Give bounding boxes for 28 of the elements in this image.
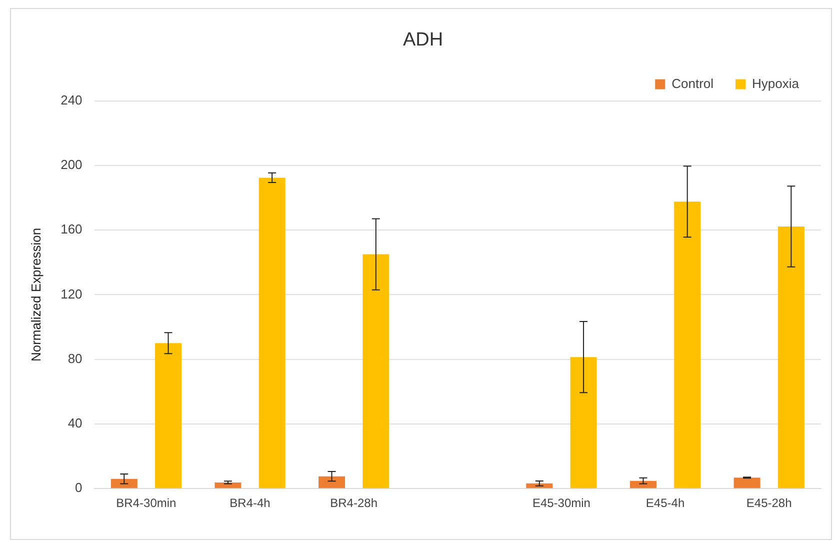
y-tick-label: 80 — [68, 350, 82, 366]
bar — [214, 482, 242, 488]
bar — [778, 226, 804, 488]
bar — [362, 254, 390, 488]
bar — [630, 480, 656, 488]
x-tick-label: E45-28h — [746, 496, 792, 510]
bar — [258, 178, 286, 488]
bar — [155, 343, 182, 488]
y-tick-label: 120 — [60, 286, 82, 302]
y-tick-label: 160 — [60, 222, 82, 237]
bar — [110, 478, 138, 488]
bar — [570, 357, 597, 488]
legend-label: Control — [672, 76, 714, 91]
legend-label: Hypoxia — [752, 76, 800, 91]
x-tick-label: BR4-30min — [116, 496, 176, 510]
x-tick-label: BR4-28h — [330, 496, 378, 510]
x-tick-label: E45-30min — [532, 496, 590, 510]
bar — [734, 478, 760, 488]
y-tick-label: 200 — [60, 157, 82, 172]
y-tick-label: 240 — [60, 92, 82, 108]
chart-title: ADH — [402, 30, 444, 51]
y-tick-label: 0 — [75, 480, 82, 496]
y-tick-label: 40 — [68, 416, 82, 431]
x-tick-label: BR4-4h — [230, 496, 270, 510]
bar — [674, 202, 701, 488]
x-tick-label: E45-4h — [646, 496, 685, 510]
bar — [318, 476, 346, 488]
y-axis-title: Normalized Expression — [28, 228, 44, 362]
